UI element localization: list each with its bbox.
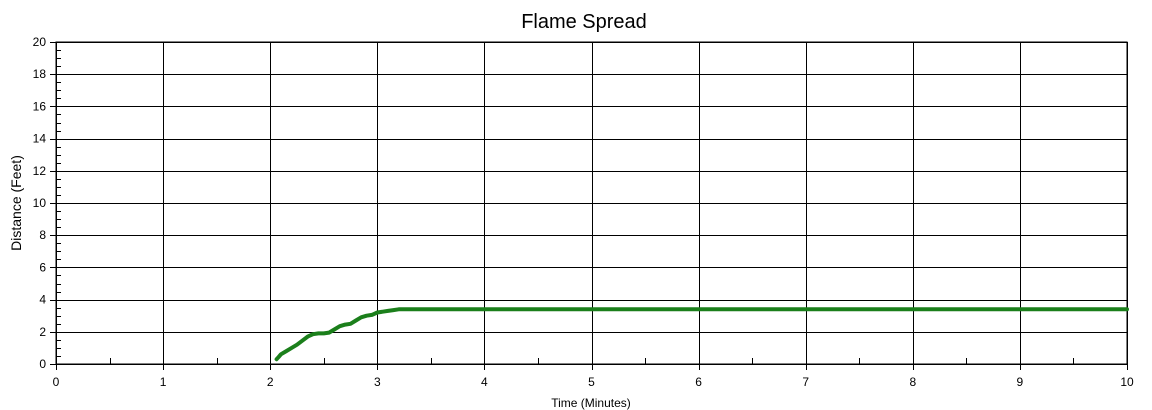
y-tick-label: 0 bbox=[39, 357, 46, 371]
x-tick-label: 4 bbox=[481, 375, 488, 389]
series-layer bbox=[274, 307, 1129, 362]
chart-title: Flame Spread bbox=[521, 11, 647, 33]
axis-ticks bbox=[50, 42, 1128, 370]
x-tick-label: 6 bbox=[695, 375, 702, 389]
y-tick-label: 2 bbox=[39, 325, 46, 339]
plot-area-frame bbox=[55, 41, 1128, 365]
x-tick-label: 10 bbox=[1120, 375, 1134, 389]
y-tick-label: 20 bbox=[33, 35, 47, 49]
y-tick-label: 10 bbox=[33, 196, 47, 210]
x-tick-label: 3 bbox=[374, 375, 381, 389]
y-tick-label: 14 bbox=[33, 132, 47, 146]
x-axis-label: Time (Minutes) bbox=[551, 396, 631, 410]
y-tick-label: 16 bbox=[33, 99, 47, 113]
y-axis-label: Distance (Feet) bbox=[8, 155, 24, 251]
x-tick-label: 0 bbox=[53, 375, 60, 389]
x-axis-tick-labels: 0 1 2 3 4 5 6 7 8 9 10 bbox=[53, 375, 1134, 389]
y-tick-label: 12 bbox=[33, 164, 47, 178]
grid-lines bbox=[56, 42, 1128, 365]
y-tick-label: 18 bbox=[33, 67, 47, 81]
x-tick-label: 2 bbox=[267, 375, 274, 389]
y-tick-label: 8 bbox=[39, 228, 46, 242]
flame-spread-series-line bbox=[274, 307, 1129, 362]
y-tick-label: 4 bbox=[39, 293, 46, 307]
x-tick-label: 7 bbox=[802, 375, 809, 389]
x-tick-label: 8 bbox=[909, 375, 916, 389]
y-tick-label: 6 bbox=[39, 260, 46, 274]
y-axis-tick-labels: 0 2 4 6 8 10 12 14 16 18 20 bbox=[33, 35, 47, 371]
x-tick-label: 9 bbox=[1017, 375, 1024, 389]
x-tick-label: 1 bbox=[160, 375, 167, 389]
x-tick-label: 5 bbox=[588, 375, 595, 389]
